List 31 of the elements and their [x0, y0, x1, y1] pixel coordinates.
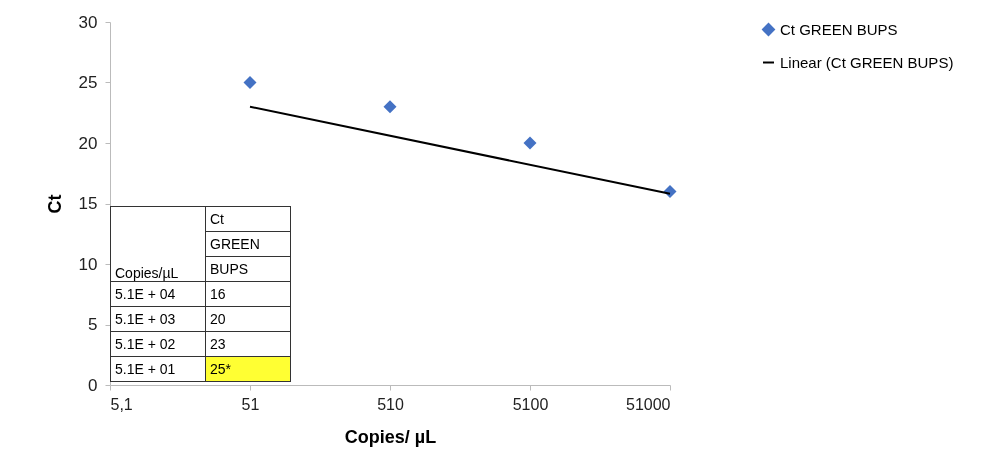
y-tick-label: 0 [88, 375, 98, 395]
y-tick-label: 5 [88, 315, 98, 334]
y-axis-title: Ct [44, 194, 65, 214]
y-tick-label: 25 [78, 73, 98, 92]
annotation: Ct [205, 206, 291, 232]
annotation: 23 [205, 331, 291, 357]
x-axis-title: Copies/ µL [344, 426, 437, 447]
annotation: 5.1E + 02 [110, 331, 206, 357]
annotation: 16 [205, 281, 291, 307]
y-tick-label: 10 [78, 254, 98, 274]
highlighted-cell: 25* [205, 356, 291, 382]
x-tick-label: 5100 [512, 395, 549, 413]
point [383, 100, 397, 114]
x-tick-label: 51000 [626, 395, 671, 413]
legend-label: Ct GREEN BUPS [780, 20, 898, 38]
point [243, 75, 257, 90]
y-tick-label: 30 [78, 12, 98, 32]
annotation: 5.1E + 04 [110, 281, 206, 307]
annotation: BUPS [205, 256, 291, 282]
annotation: GREEN [205, 231, 291, 257]
annotation: 5.1E + 01 [110, 356, 206, 382]
legend-label: Linear (Ct GREEN BUPS) [780, 53, 954, 71]
x-tick-label: 510 [377, 395, 404, 413]
annotation: 20 [205, 306, 291, 332]
x-tick-label: 5,1 [110, 395, 133, 413]
x-tick-label: 51 [241, 395, 260, 413]
y-tick-label: 20 [78, 133, 98, 153]
annotation: 5.1E + 03 [110, 306, 206, 332]
point [523, 136, 537, 150]
y-tick-label: 15 [78, 194, 98, 213]
annotation: Copies/µL [110, 206, 206, 282]
